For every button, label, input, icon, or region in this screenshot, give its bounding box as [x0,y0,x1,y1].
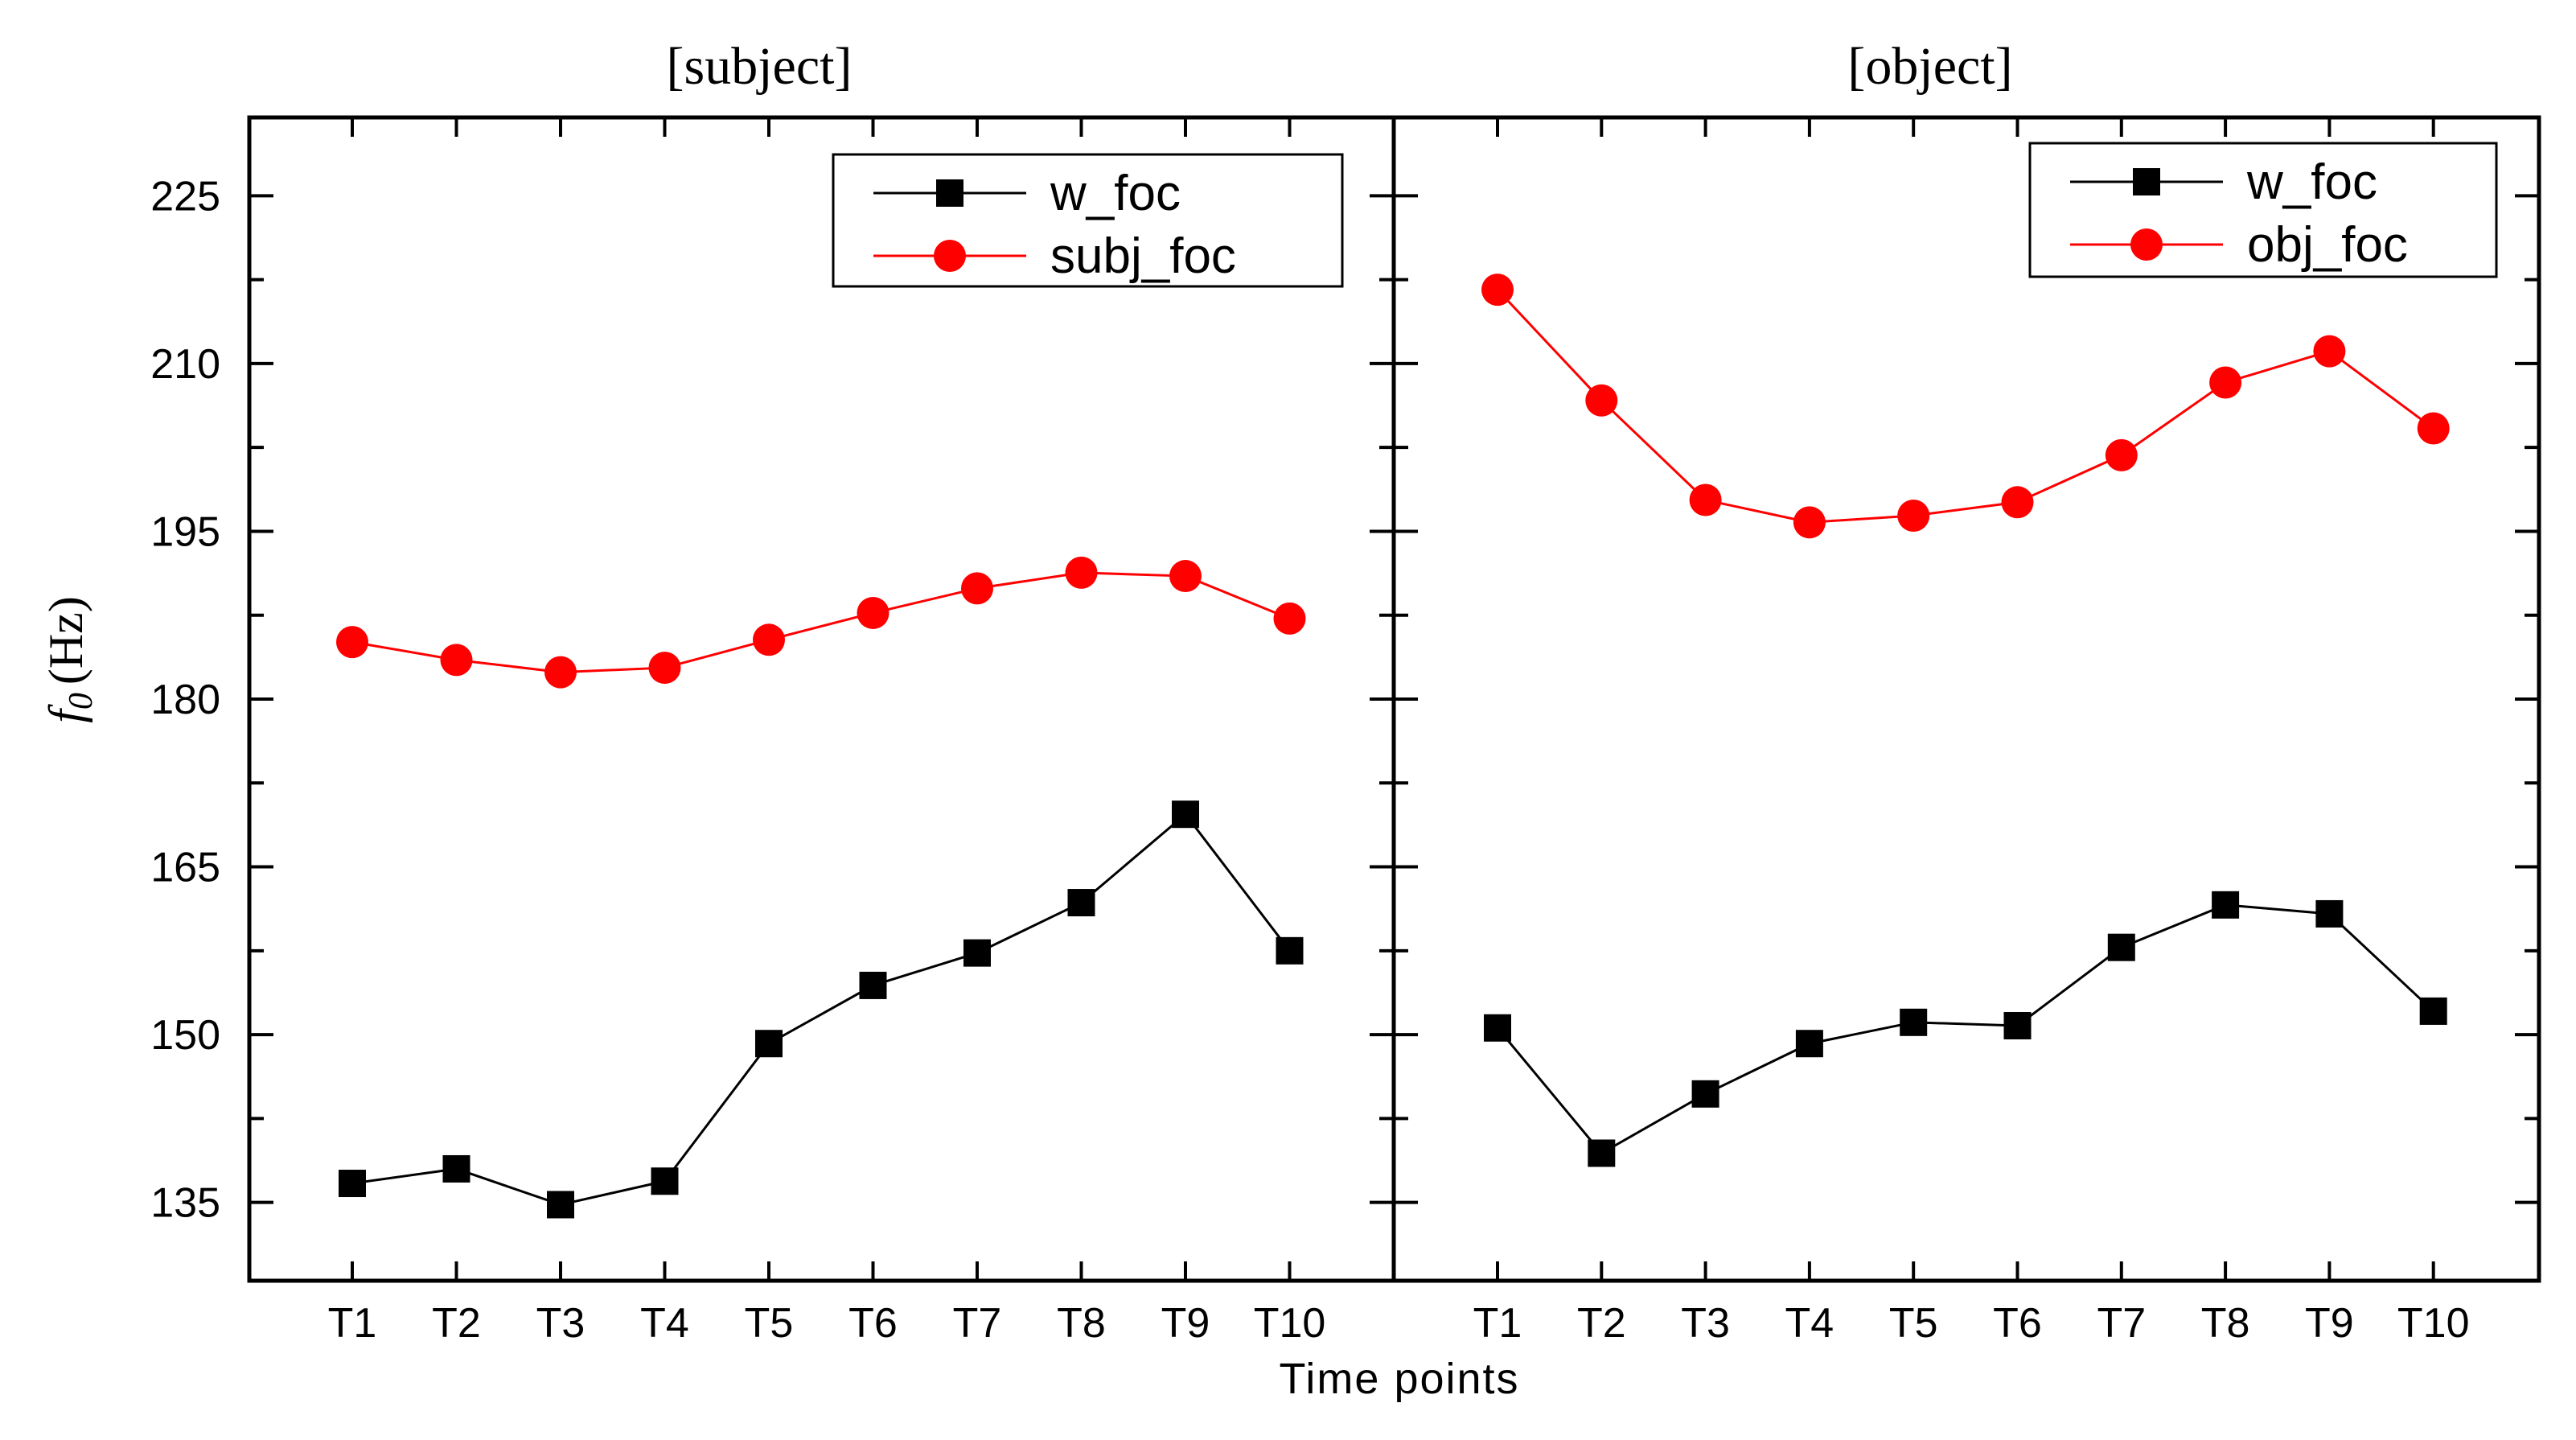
data-point-subj_foc-T3 [544,656,577,689]
panel-subject: 135 150 165 180 195 210 225 T1 T2 T3 T4 T5 T6 T7 T8 T9 T… [150,115,1396,1347]
legend: w_foc obj_foc [2028,142,2498,278]
x-tick-label-T4: T4 [1785,1300,1834,1347]
legend-label-w_foc: w_foc [1050,166,1181,221]
y-tick-label-180: 180 [150,677,220,723]
series-line-subj_foc [351,571,1291,674]
x-tick-label-T9: T9 [2305,1300,2354,1347]
legend-box [832,153,1344,288]
data-point-w_foc-T5 [1900,1008,1928,1036]
svg-text:f0(Hz): f0(Hz) [39,596,100,723]
data-point-w_foc-T1 [1484,1014,1511,1042]
x-tick-label-T8: T8 [2201,1300,2250,1347]
data-point-w_foc-T4 [1795,1030,1823,1058]
x-tick-label-T7: T7 [953,1300,1002,1347]
data-point-obj_foc-T6 [2001,486,2034,519]
data-point-subj_foc-T10 [1273,602,1306,635]
data-point-w_foc-T7 [2107,933,2135,961]
plot-frame [1391,115,2541,1283]
x-tick-label-T2: T2 [1577,1300,1626,1347]
data-point-obj_foc-T9 [2313,335,2346,368]
data-point-subj_foc-T2 [440,644,473,677]
data-point-subj_foc-T9 [1169,560,1202,593]
data-point-w_foc-T2 [442,1154,470,1183]
y-axis-label-unit: (Hz) [39,596,92,685]
data-point-w_foc-T9 [2315,899,2344,928]
x-tick-label-T3: T3 [1681,1300,1730,1347]
y-tick-label-135: 135 [150,1180,220,1227]
panel-object: T1 T2 T3 T4 T5 T6 T7 T8 T9 T10 w_foc obj_foc [1391,115,2541,1347]
series-line-w_foc [1496,903,2434,1155]
x-tick-label-T5: T5 [1889,1300,1938,1347]
data-point-obj_foc-T1 [1481,274,1514,307]
legend-box [2028,142,2498,278]
data-point-w_foc-T2 [1588,1139,1616,1167]
y-tick-label-150: 150 [150,1012,220,1059]
data-point-obj_foc-T5 [1897,499,1930,532]
data-point-w_foc-T6 [859,971,887,999]
x-tick-label-T10: T10 [2397,1300,2470,1347]
data-point-w_foc-T7 [963,939,991,967]
data-point-obj_foc-T7 [2105,438,2138,471]
legend-marker-w_foc [2133,168,2160,195]
plot-frame [247,115,1396,1283]
legend-label-subj_foc: subj_foc [1050,228,1236,284]
x-tick-label-T2: T2 [432,1300,481,1347]
data-point-subj_foc-T1 [336,626,368,659]
legend-marker-w_foc [936,179,963,207]
legend-label-w_foc: w_foc [2246,154,2377,210]
y-axis-label-subscript: 0 [63,693,100,710]
panel-title-subject: [subject] [667,37,853,96]
data-point-subj_foc-T8 [1065,556,1098,589]
y-tick-label-195: 195 [150,508,220,555]
x-tick-label-T6: T6 [1993,1300,2042,1347]
legend-marker-obj_foc [2130,228,2163,261]
data-point-obj_foc-T3 [1689,483,1722,516]
series-line-w_foc [351,813,1291,1207]
data-point-subj_foc-T6 [857,596,889,629]
data-point-subj_foc-T5 [753,623,785,656]
x-tick-label-T8: T8 [1057,1300,1106,1347]
data-point-w_foc-T4 [651,1167,679,1195]
data-point-w_foc-T6 [2003,1011,2032,1039]
data-point-w_foc-T3 [547,1191,574,1219]
data-point-w_foc-T8 [2212,891,2240,919]
x-tick-label-T1: T1 [1473,1300,1522,1347]
legend-marker-subj_foc [934,240,966,272]
panel-title-object: [object] [1847,37,2012,96]
x-tick-label-T4: T4 [640,1300,689,1347]
data-point-w_foc-T9 [1172,800,1199,829]
data-point-w_foc-T8 [1067,889,1095,917]
data-point-obj_foc-T10 [2417,412,2450,445]
x-axis-label: Time points [1279,1355,1519,1403]
legend: w_foc subj_foc [832,153,1344,288]
data-point-obj_foc-T4 [1793,506,1826,539]
data-point-obj_foc-T2 [1585,384,1618,417]
data-point-w_foc-T10 [2419,997,2447,1025]
data-point-w_foc-T1 [339,1170,366,1198]
data-point-subj_foc-T4 [648,652,681,685]
data-point-w_foc-T3 [1691,1080,1719,1108]
y-axis-label: f0(Hz) [39,596,100,723]
data-point-subj_foc-T7 [961,572,993,605]
legend-label-obj_foc: obj_foc [2247,217,2408,273]
data-point-obj_foc-T8 [2209,366,2242,399]
series-line-obj_foc [1496,289,2434,524]
x-tick-label-T5: T5 [745,1300,794,1347]
x-tick-label-T10: T10 [1254,1300,1326,1347]
y-tick-label-225: 225 [150,173,220,220]
x-tick-label-T1: T1 [328,1300,377,1347]
data-point-w_foc-T10 [1276,936,1304,965]
y-tick-label-165: 165 [150,845,220,891]
x-tick-label-T6: T6 [848,1300,898,1347]
x-tick-label-T3: T3 [536,1300,585,1347]
y-tick-label-210: 210 [150,341,220,388]
x-tick-label-T7: T7 [2097,1300,2146,1347]
x-tick-label-T9: T9 [1161,1300,1210,1347]
data-point-w_foc-T5 [755,1030,783,1058]
